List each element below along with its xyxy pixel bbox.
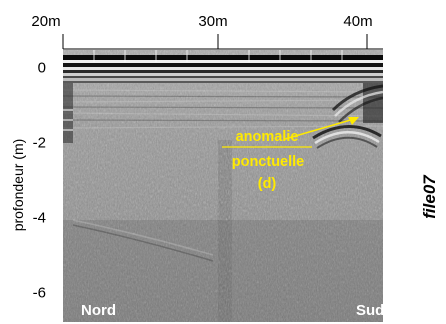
annotation-line-1: anomalie	[235, 129, 299, 145]
distance-label-30m: 30m	[198, 13, 228, 30]
file-id-label: file07	[420, 175, 439, 219]
depth-label-minus-2: -2	[32, 134, 46, 152]
distance-label-20m: 20m	[31, 13, 61, 30]
label-nord: Nord	[81, 302, 116, 319]
depth-axis-title: profondeur (m)	[10, 138, 26, 232]
radargram-image	[63, 50, 383, 322]
annotation-arrow	[284, 118, 355, 140]
depth-label-minus-6: -6	[32, 284, 46, 302]
annotation-line-2: ponctuelle	[231, 154, 305, 170]
annotation-line-3: (d)	[257, 176, 277, 192]
distance-label-40m: 40m	[343, 13, 373, 30]
depth-label-0: 0	[37, 59, 46, 77]
depth-label-minus-4: -4	[32, 209, 46, 227]
annotation-arrowhead	[348, 117, 359, 125]
label-sud: Sud	[356, 302, 385, 319]
